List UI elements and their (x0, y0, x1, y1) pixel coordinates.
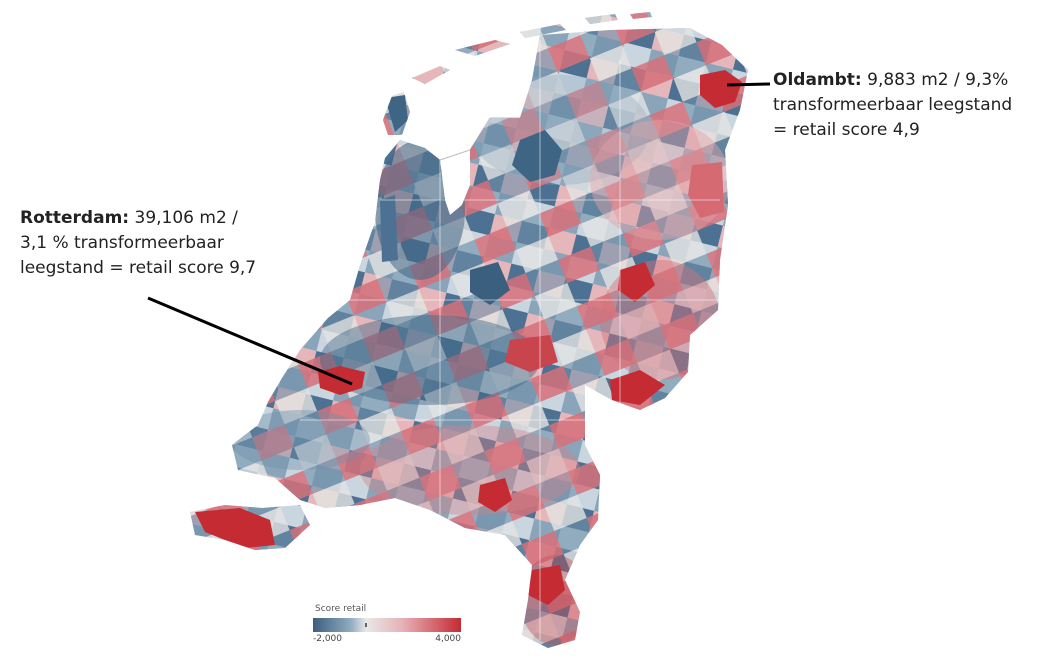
rotterdam-line3: leegstand = retail score 9,7 (20, 258, 257, 278)
rotterdam-annotation: Rotterdam: 39,106 m2 / 3,1 % transformee… (20, 206, 320, 281)
oldambt-line3: = retail score 4,9 (773, 120, 920, 140)
rotterdam-line2: 3,1 % transformeerbaar (20, 233, 224, 253)
color-legend: Score retail -2,000 4,000 (313, 604, 465, 648)
legend-max-label: 4,000 (435, 634, 461, 644)
rotterdam-leader-line (147, 296, 353, 386)
legend-title: Score retail (315, 604, 367, 614)
legend-min-label: -2,000 (313, 634, 343, 644)
legend-zero-tick (365, 623, 367, 627)
legend-labels: -2,000 4,000 (313, 634, 465, 648)
oldambt-region (700, 70, 742, 108)
oldambt-annotation: Oldambt: 9,883 m2 / 9,3% transformeerbaa… (773, 68, 1048, 143)
oldambt-line1: 9,883 m2 / 9,3% (867, 70, 1009, 90)
oldambt-leader-line (726, 82, 771, 87)
rotterdam-name: Rotterdam: (20, 208, 130, 228)
oldambt-line2: transformeerbaar leegstand (773, 95, 1013, 115)
rotterdam-line1: 39,106 m2 / (134, 208, 238, 228)
legend-color-bar (313, 618, 461, 632)
oldambt-name: Oldambt: (773, 70, 862, 90)
